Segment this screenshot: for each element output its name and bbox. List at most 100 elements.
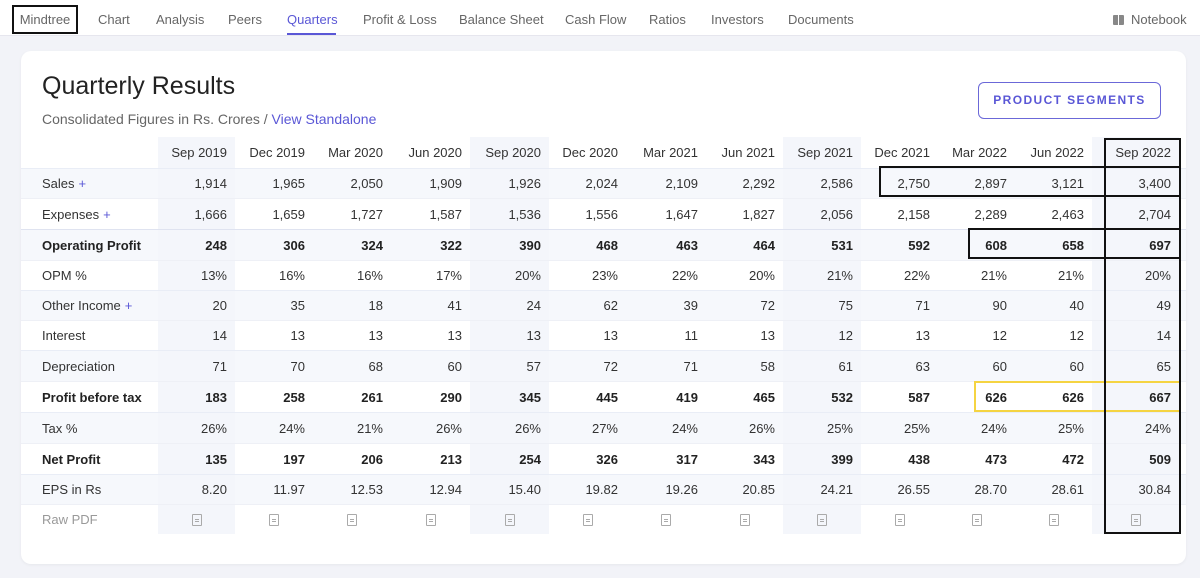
table-cell: 13 — [470, 321, 549, 350]
expand-plus-icon[interactable]: + — [103, 206, 111, 222]
pdf-icon[interactable] — [817, 513, 827, 526]
pdf-icon[interactable] — [739, 513, 750, 526]
table-cell: 1,536 — [470, 199, 549, 229]
nav-item-quarters[interactable]: Quarters — [287, 0, 338, 36]
table-cell: 463 — [676, 237, 698, 253]
table-cell: 65 — [1092, 351, 1179, 381]
table-cell: 345 — [470, 382, 549, 412]
pdf-icon[interactable] — [347, 513, 357, 526]
column-header[interactable]: Jun 2021 — [721, 145, 776, 160]
table-cell: 1,909 — [429, 176, 462, 191]
table-cell: 317 — [676, 451, 698, 467]
nav-company-name[interactable]: Mindtree — [12, 5, 78, 34]
table-cell: 135 — [158, 444, 235, 474]
pdf-cell — [626, 505, 706, 534]
pdf-cell — [235, 505, 313, 534]
expand-plus-icon[interactable]: + — [78, 176, 87, 191]
subtitle: Consolidated Figures in Rs. Crores / Vie… — [42, 111, 376, 127]
pdf-icon[interactable] — [971, 513, 982, 526]
column-header[interactable]: Sep 2021 — [783, 137, 861, 168]
pdf-icon[interactable] — [582, 513, 593, 526]
table-cell: 19.82 — [585, 482, 618, 497]
table-cell: 12.53 — [350, 482, 383, 497]
column-header[interactable]: Dec 2020 — [562, 145, 618, 160]
pdf-cell — [470, 505, 549, 534]
notebook-icon[interactable] — [1113, 15, 1124, 25]
nav-item-chart[interactable]: Chart — [98, 12, 130, 27]
nav-item-peers[interactable]: Peers — [228, 12, 262, 27]
table-cell: 1,659 — [272, 206, 305, 222]
row-label[interactable]: Other Income + — [42, 291, 132, 320]
row-label[interactable]: Sales + — [42, 169, 86, 198]
nav-item-documents[interactable]: Documents — [788, 12, 854, 27]
table-cell: 1,556 — [585, 206, 618, 222]
expand-plus-icon[interactable]: + — [124, 298, 133, 313]
table-cell: 532 — [783, 382, 861, 412]
table-cell: 90 — [992, 298, 1007, 313]
table-cell: 35 — [290, 298, 305, 313]
pdf-icon[interactable] — [191, 513, 202, 526]
notebook-link[interactable]: Notebook — [1131, 12, 1187, 27]
table-cell: 28.61 — [1051, 482, 1084, 497]
column-header[interactable]: Sep 2020 — [470, 137, 549, 168]
pdf-icon[interactable] — [661, 513, 671, 526]
table-cell: 18 — [368, 298, 383, 313]
table-cell: 19.26 — [665, 482, 698, 497]
row-label: OPM % — [42, 261, 87, 290]
table-row: Other Income +20 35 18 41 24 62 39 72 75 71 90 40 49 — [21, 290, 1186, 320]
table-cell: 390 — [470, 230, 549, 260]
column-header[interactable]: Sep 2019 — [158, 137, 235, 168]
table-cell: 531 — [783, 230, 861, 260]
table-cell: 587 — [908, 389, 930, 405]
pdf-icon[interactable] — [425, 513, 436, 526]
table-cell: 20 — [158, 291, 235, 320]
pdf-icon[interactable] — [894, 513, 905, 526]
table-cell: 697 — [1092, 230, 1179, 260]
column-header[interactable]: Sep 2022 — [1092, 137, 1179, 168]
table-cell: 20% — [470, 261, 549, 290]
table-row: OPM % 13% 16% 16% 17% 20% 23% 22% 20% 21% 22% 21% 21… — [21, 260, 1186, 290]
pdf-icon[interactable] — [1048, 513, 1059, 526]
table-cell: 326 — [596, 451, 618, 467]
nav-item-analysis[interactable]: Analysis — [156, 12, 205, 27]
table-cell: 72 — [603, 358, 618, 374]
quarterly-results-card: Quarterly Results Consolidated Figures i… — [21, 51, 1186, 564]
column-header[interactable]: Dec 2021 — [874, 145, 930, 160]
table-cell: 14 — [158, 321, 235, 350]
nav-item-investors[interactable]: Investors — [711, 12, 764, 27]
column-header[interactable]: Jun 2020 — [408, 145, 463, 160]
view-standalone-link[interactable]: View Standalone — [271, 111, 377, 127]
table-cell: 22% — [903, 268, 930, 283]
nav-item-ratios[interactable]: Ratios — [649, 12, 686, 27]
table-cell: 13 — [915, 328, 930, 343]
table-cell: 24 — [470, 291, 549, 320]
table-cell: 472 — [1062, 451, 1084, 467]
nav-item-cash-flow[interactable]: Cash Flow — [565, 12, 627, 27]
nav-item-profit-loss[interactable]: Profit & Loss — [363, 12, 437, 27]
table-cell: 60 — [992, 358, 1007, 374]
table-cell: 23% — [591, 268, 618, 283]
row-label[interactable]: Expenses + — [42, 199, 111, 229]
table-cell: 58 — [760, 358, 775, 374]
nav-item-balance-sheet[interactable]: Balance Sheet — [459, 12, 544, 27]
column-header[interactable]: Dec 2019 — [249, 145, 305, 160]
table-cell: 1,587 — [429, 206, 462, 222]
table-cell: 1,666 — [158, 199, 235, 229]
table-cell: 1,827 — [742, 206, 775, 222]
table-cell: 20.85 — [742, 482, 775, 497]
pdf-icon[interactable] — [504, 513, 515, 526]
product-segments-button[interactable]: PRODUCT SEGMENTS — [978, 82, 1161, 119]
table-cell: 1,965 — [272, 176, 305, 191]
table-cell: 290 — [440, 389, 462, 405]
column-header[interactable]: Mar 2021 — [643, 145, 698, 160]
table-cell: 2,463 — [1051, 206, 1084, 222]
pdf-icon[interactable] — [1130, 513, 1141, 526]
pdf-icon[interactable] — [269, 513, 279, 526]
column-header[interactable]: Jun 2022 — [1030, 145, 1085, 160]
table-cell: 258 — [283, 389, 305, 405]
column-header[interactable]: Mar 2020 — [328, 145, 383, 160]
table-cell: 13 — [368, 328, 383, 343]
row-label: Raw PDF — [42, 505, 98, 534]
column-header[interactable]: Mar 2022 — [952, 145, 1007, 160]
table-cell: 658 — [1062, 237, 1084, 253]
